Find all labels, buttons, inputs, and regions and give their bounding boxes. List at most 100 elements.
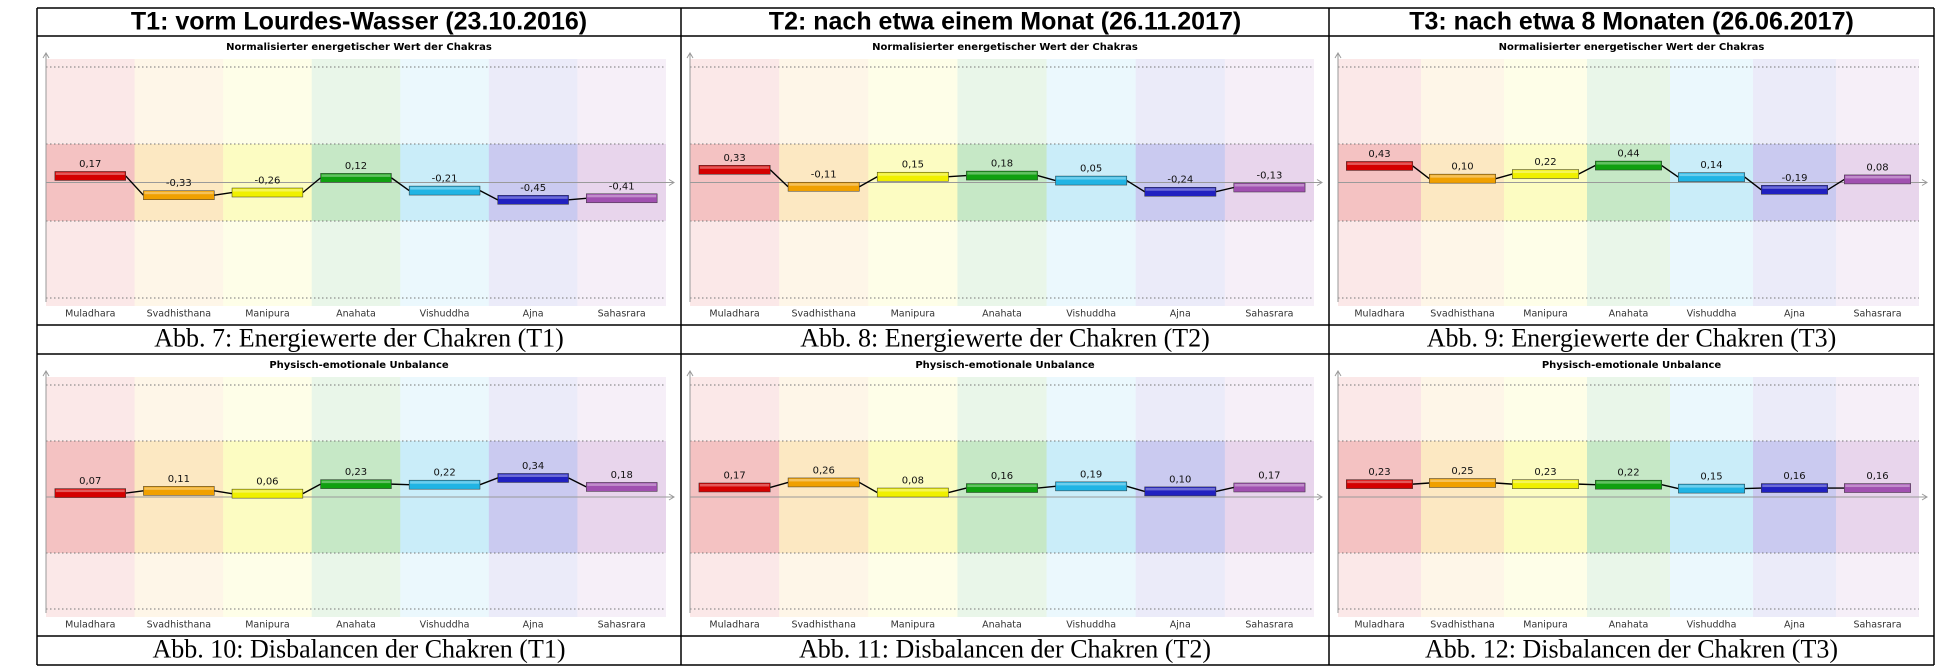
bar-highlight — [789, 478, 859, 482]
bar-highlight — [1234, 184, 1305, 187]
value-label: 0,15 — [902, 160, 924, 171]
category-label: Sahasrara — [598, 620, 646, 631]
category-label: Sahasrara — [1245, 309, 1293, 320]
category-label: Muladhara — [65, 309, 115, 320]
connector — [125, 175, 144, 196]
connector — [479, 189, 499, 201]
value-label: 0,19 — [1080, 469, 1102, 480]
value-label: 0,43 — [1368, 149, 1390, 160]
category-label: Svadhisthana — [791, 309, 856, 320]
connector — [214, 490, 233, 495]
value-label: 0,16 — [991, 471, 1013, 482]
value-label: -0,13 — [1256, 171, 1282, 182]
category-label: Svadhisthana — [147, 309, 212, 320]
bar — [231, 187, 304, 198]
axis-arrow — [42, 370, 50, 377]
bar-highlight — [233, 490, 302, 493]
axis-arrow — [1334, 52, 1342, 59]
bar-highlight — [1145, 188, 1215, 191]
category-label: Anahata — [336, 309, 376, 320]
bar — [966, 170, 1038, 181]
value-label: 0,23 — [1534, 467, 1556, 478]
bar — [1678, 483, 1745, 494]
category-label: Anahata — [1609, 309, 1649, 320]
value-label: 0,08 — [1866, 162, 1888, 173]
category-label: Anahata — [336, 620, 376, 631]
connector — [1744, 487, 1762, 490]
connector — [391, 177, 410, 192]
bar — [497, 473, 569, 483]
bar — [1346, 479, 1413, 489]
value-label: -0,33 — [166, 178, 192, 189]
column-header: T1: vorm Lourdes-Wasser (23.10.2016) — [131, 8, 587, 36]
bar-highlight — [55, 172, 125, 175]
axis-arrow — [42, 52, 50, 59]
connector — [1037, 174, 1056, 182]
category-label: Sahasrara — [1853, 309, 1901, 320]
category-label: Muladhara — [709, 620, 759, 631]
category-label: Muladhara — [65, 620, 115, 631]
category-label: Svadhisthana — [147, 620, 212, 631]
chart-title: Normalisierter energetischer Wert der Ch… — [872, 42, 1138, 53]
connector — [948, 487, 967, 494]
bar — [1429, 478, 1496, 488]
category-label: Svadhisthana — [791, 620, 856, 631]
connector — [1495, 173, 1513, 180]
bar — [1144, 486, 1217, 497]
bar-highlight — [1234, 483, 1305, 487]
connector — [1126, 485, 1145, 493]
axis-arrow — [668, 493, 675, 501]
bar-highlight — [1056, 177, 1126, 180]
bar — [143, 190, 215, 200]
value-label: 0,07 — [79, 476, 101, 487]
bar-highlight — [1845, 175, 1910, 179]
value-label: -0,41 — [609, 181, 635, 192]
bar-highlight — [878, 489, 948, 492]
bar-highlight — [967, 172, 1037, 175]
bar — [54, 171, 126, 181]
value-label: 0,18 — [991, 159, 1013, 170]
bar-highlight — [1762, 186, 1827, 189]
bar — [698, 482, 771, 493]
value-label: 0,26 — [813, 465, 835, 476]
bar — [1761, 483, 1828, 493]
value-label: -0,26 — [254, 176, 280, 187]
category-label: Manipura — [245, 309, 289, 320]
category-label: Ajna — [1170, 309, 1191, 320]
bar — [1055, 481, 1128, 492]
value-label: 0,15 — [1700, 472, 1722, 483]
value-label: 0,17 — [723, 470, 745, 481]
axis-arrow — [1316, 493, 1323, 501]
bar-highlight — [587, 483, 657, 486]
axis-arrow — [668, 179, 675, 186]
bar-highlight — [1596, 481, 1661, 484]
value-label: 0,23 — [1368, 467, 1390, 478]
bar-highlight — [498, 196, 568, 199]
value-label: 0,12 — [345, 161, 367, 172]
bar-highlight — [699, 483, 770, 487]
category-label: Ajna — [1784, 620, 1805, 631]
category-label: Ajna — [523, 309, 544, 320]
bar-highlight — [1145, 487, 1215, 491]
axis-arrow — [1316, 179, 1323, 186]
bar — [787, 477, 860, 488]
bar — [408, 479, 481, 490]
bar — [231, 488, 304, 499]
category-label: Anahata — [982, 309, 1022, 320]
bar — [1055, 175, 1128, 186]
value-label: 0,22 — [1617, 468, 1639, 479]
figure-caption: Abb. 10: Disbalancen der Chakren (T1) — [153, 634, 566, 663]
value-label: -0,24 — [1167, 175, 1193, 186]
bar — [54, 488, 126, 498]
bar — [1233, 182, 1306, 193]
bar-highlight — [1347, 480, 1412, 484]
bar — [497, 195, 569, 205]
axis-arrow — [1334, 370, 1342, 377]
bar-highlight — [1679, 173, 1744, 177]
axis-arrow — [1921, 493, 1928, 501]
bar — [876, 171, 949, 182]
connector — [1215, 486, 1234, 493]
category-label: Manipura — [245, 620, 289, 631]
connector — [1661, 483, 1679, 490]
category-label: Ajna — [1784, 309, 1805, 320]
